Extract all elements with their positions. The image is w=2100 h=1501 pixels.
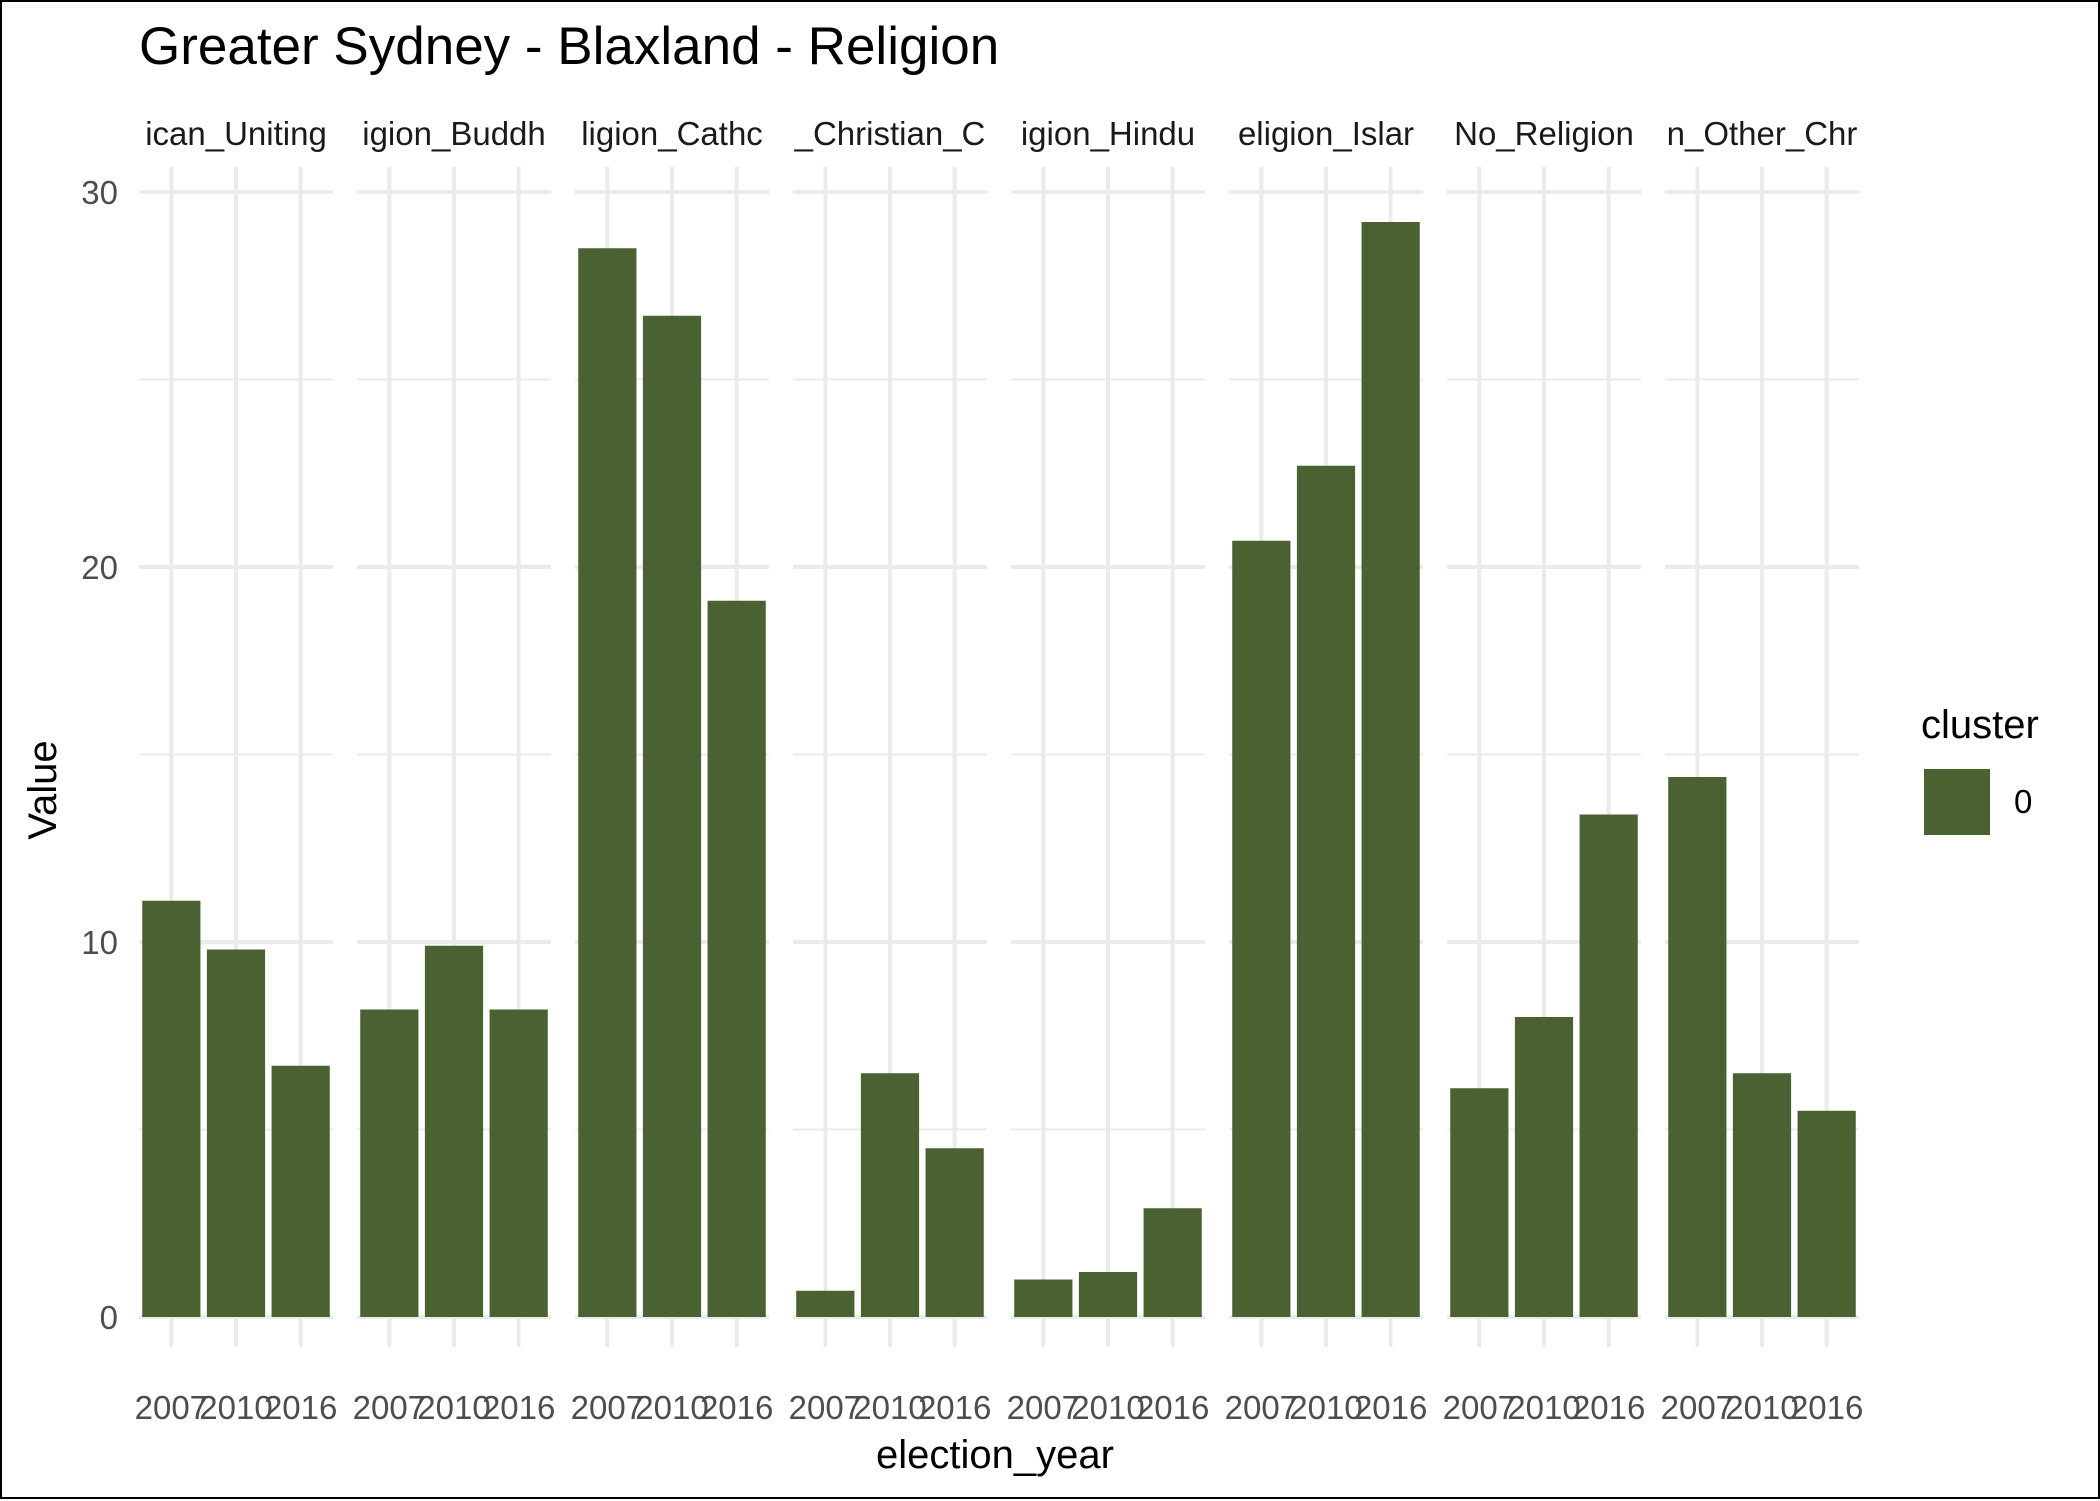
bar bbox=[1579, 814, 1638, 1317]
bar bbox=[1514, 1017, 1574, 1317]
bar bbox=[1450, 1088, 1509, 1317]
facet-strip-label: ligion_Cathc bbox=[581, 115, 763, 152]
x-tick-label: 2016 bbox=[1572, 1389, 1645, 1426]
x-tick-label: 2007 bbox=[1007, 1389, 1080, 1426]
bar bbox=[1361, 222, 1420, 1317]
bar bbox=[1143, 1208, 1202, 1317]
bar bbox=[424, 945, 484, 1317]
legend-title: cluster bbox=[1921, 703, 2039, 747]
y-tick-label: 30 bbox=[81, 174, 118, 211]
x-tick-label: 2010 bbox=[417, 1389, 490, 1426]
bar bbox=[1732, 1073, 1792, 1317]
facet-strip-label: ican_Uniting bbox=[145, 115, 327, 152]
y-tick-label: 10 bbox=[81, 924, 118, 961]
x-tick-label: 2016 bbox=[482, 1389, 555, 1426]
bar bbox=[578, 248, 637, 1317]
x-tick-label: 2010 bbox=[635, 1389, 708, 1426]
x-tick-label: 2010 bbox=[1507, 1389, 1580, 1426]
x-tick-label: 2007 bbox=[571, 1389, 644, 1426]
facet-strip-label: igion_Hindu bbox=[1021, 115, 1195, 152]
legend-label: 0 bbox=[2014, 783, 2032, 820]
x-tick-label: 2007 bbox=[789, 1389, 862, 1426]
bar bbox=[360, 1009, 419, 1317]
bar bbox=[1668, 777, 1727, 1317]
x-tick-label: 2016 bbox=[1354, 1389, 1427, 1426]
bar bbox=[1296, 465, 1356, 1317]
x-tick-label: 2007 bbox=[1443, 1389, 1516, 1426]
bar bbox=[707, 600, 766, 1317]
x-tick-label: 2016 bbox=[1136, 1389, 1209, 1426]
bar bbox=[1232, 540, 1291, 1317]
bar bbox=[925, 1148, 984, 1317]
bar bbox=[1014, 1279, 1073, 1317]
bar bbox=[206, 949, 266, 1317]
bar bbox=[796, 1290, 855, 1317]
facet-strip-label: _Christian_C bbox=[794, 115, 986, 152]
x-tick-label: 2007 bbox=[135, 1389, 208, 1426]
facet-strip-label: igion_Buddh bbox=[362, 115, 546, 152]
bar bbox=[860, 1073, 920, 1317]
x-tick-label: 2016 bbox=[1790, 1389, 1863, 1426]
bar bbox=[1078, 1272, 1138, 1317]
bar bbox=[642, 315, 702, 1317]
facet-strip-label: No_Religion bbox=[1454, 115, 1634, 152]
facet-strip-label: n_Other_Chr bbox=[1667, 115, 1858, 152]
y-tick-label: 0 bbox=[100, 1299, 118, 1336]
x-tick-label: 2010 bbox=[1289, 1389, 1362, 1426]
x-tick-label: 2010 bbox=[1071, 1389, 1144, 1426]
x-tick-label: 2007 bbox=[1225, 1389, 1298, 1426]
bar bbox=[1797, 1110, 1856, 1317]
facet-strip-layer: ican_Uniting igion_Buddh ligion_Cathc _Chri… bbox=[145, 115, 1857, 152]
x-tick-label: 2016 bbox=[700, 1389, 773, 1426]
x-tick-label: 2010 bbox=[853, 1389, 926, 1426]
legend: cluster 0 bbox=[1921, 703, 2039, 835]
y-axis-title: Value bbox=[21, 740, 65, 839]
x-tick-label: 2007 bbox=[353, 1389, 426, 1426]
x-tick-label: 2007 bbox=[1661, 1389, 1734, 1426]
bar bbox=[489, 1009, 548, 1317]
bar-layer bbox=[142, 222, 1856, 1317]
legend-key bbox=[1924, 769, 1990, 835]
x-tick-label: 2010 bbox=[1725, 1389, 1798, 1426]
x-tick-label: 2010 bbox=[199, 1389, 272, 1426]
x-tick-label: 2016 bbox=[918, 1389, 991, 1426]
y-tick-label: 20 bbox=[81, 549, 118, 586]
x-tick-label: 2016 bbox=[264, 1389, 337, 1426]
facet-strip-label: eligion_Islar bbox=[1238, 115, 1414, 152]
x-axis-title: election_year bbox=[876, 1433, 1114, 1477]
bar bbox=[271, 1065, 330, 1317]
chart-title: Greater Sydney - Blaxland - Religion bbox=[139, 17, 999, 76]
bar bbox=[142, 900, 201, 1317]
